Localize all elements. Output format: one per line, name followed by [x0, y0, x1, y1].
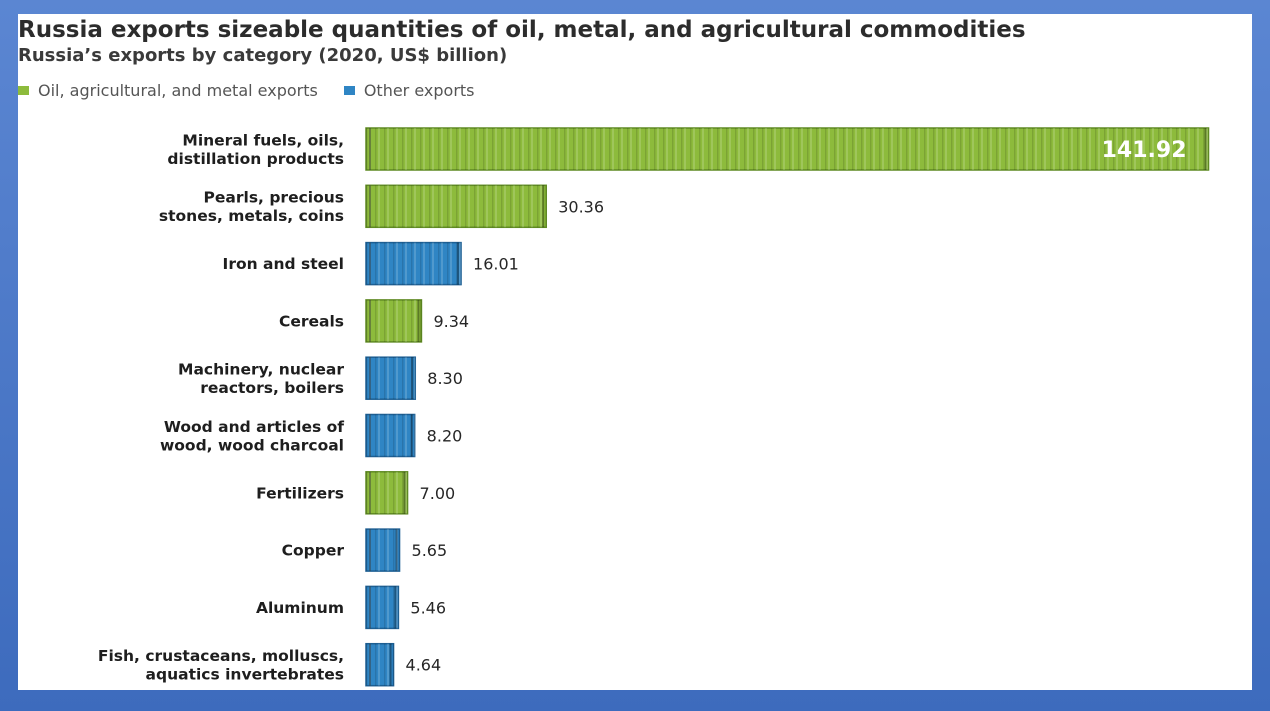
- category-label-line: Wood and articles of: [164, 418, 344, 436]
- bar-end-post: [369, 357, 371, 400]
- bars-group: Mineral fuels, oils, distillation product…: [98, 127, 1210, 687]
- bar-end-post: [542, 185, 545, 228]
- category-label-line: aquatics invertebrates: [146, 665, 344, 683]
- bar-texture: [366, 357, 416, 400]
- value-label: 16.01: [473, 255, 519, 274]
- bar-end-post: [410, 414, 413, 457]
- bar-end-post: [369, 299, 371, 342]
- bar-end-post: [369, 586, 371, 629]
- bar-texture: [366, 299, 422, 342]
- category-label: Fish, crustaceans, molluscs, aquatics inv…: [98, 647, 344, 684]
- bar-end-post: [403, 471, 406, 514]
- bar-texture: [366, 128, 1209, 170]
- category-label-line: Machinery, nuclear: [178, 360, 344, 378]
- chart-panel: Russia exports sizeable quantities of oi…: [18, 14, 1252, 690]
- category-label-line: wood, wood charcoal: [160, 436, 344, 454]
- bar-texture: [366, 185, 547, 228]
- category-label: Wood and articles of wood, wood charcoal: [160, 418, 344, 455]
- legend-swatch-other: [343, 86, 355, 95]
- category-label: Aluminum: [256, 599, 344, 617]
- bar-texture: [366, 643, 394, 686]
- legend-label-other: Other exports: [363, 81, 475, 100]
- category-label-line: Aluminum: [256, 599, 344, 617]
- category-label-line: stones, metals, coins: [159, 207, 344, 225]
- bar-end-post: [369, 643, 371, 686]
- bar-end-post: [369, 128, 371, 170]
- bar-texture: [366, 414, 415, 457]
- category-label-line: Pearls, precious: [204, 189, 344, 207]
- category-label: Machinery, nuclear reactors, boilers: [178, 360, 344, 397]
- bar-end-post: [411, 357, 414, 400]
- value-label: 5.46: [410, 598, 446, 617]
- bar-end-post: [369, 242, 371, 285]
- bar-end-post: [1204, 128, 1207, 170]
- chart-legend: Oil, agricultural, and metal exports Oth…: [18, 81, 501, 100]
- value-label: 30.36: [558, 197, 604, 216]
- category-label: Copper: [282, 542, 345, 560]
- category-label-line: distillation products: [167, 150, 344, 168]
- category-label-line: Copper: [282, 542, 345, 560]
- category-label-line: Fish, crustaceans, molluscs,: [98, 647, 344, 665]
- legend-item-commodities: Oil, agricultural, and metal exports: [18, 81, 318, 100]
- value-label: 5.65: [412, 541, 448, 560]
- legend-item-other: Other exports: [343, 81, 475, 100]
- value-label: 7.00: [420, 484, 456, 503]
- category-label: Cereals: [279, 312, 344, 330]
- category-label-line: Iron and steel: [223, 255, 344, 273]
- value-label: 8.20: [427, 427, 463, 446]
- bar-end-post: [369, 185, 371, 228]
- value-label: 141.92: [1102, 138, 1187, 163]
- category-label: Mineral fuels, oils, distillation product…: [167, 131, 344, 168]
- value-label: 8.30: [427, 369, 463, 388]
- category-label-line: reactors, boilers: [200, 379, 344, 397]
- chart-subtitle: Russia’s exports by category (2020, US$ …: [18, 45, 508, 66]
- category-label-line: Fertilizers: [256, 484, 344, 502]
- bar-end-post: [395, 529, 398, 572]
- bar-end-post: [369, 414, 371, 457]
- value-label: 9.34: [433, 312, 469, 331]
- value-label: 4.64: [406, 656, 442, 675]
- legend-label-commodities: Oil, agricultural, and metal exports: [38, 81, 318, 100]
- category-label: Pearls, precious stones, metals, coins: [159, 189, 344, 226]
- bar-chart: Mineral fuels, oils, distillation product…: [98, 127, 1210, 687]
- bar-end-post: [394, 586, 397, 629]
- category-label: Iron and steel: [223, 255, 344, 273]
- bar-end-post: [389, 643, 392, 686]
- bar-texture: [366, 586, 399, 629]
- bar-end-post: [417, 299, 420, 342]
- legend-swatch-commodities: [18, 86, 29, 95]
- category-label-line: Mineral fuels, oils,: [182, 131, 344, 149]
- category-label: Fertilizers: [256, 484, 344, 502]
- bar-end-post: [369, 471, 371, 514]
- bar-texture: [366, 471, 408, 514]
- category-label-line: Cereals: [279, 312, 344, 330]
- bar-end-post: [457, 242, 460, 285]
- bar-texture: [366, 242, 462, 285]
- bar-end-post: [369, 529, 371, 572]
- bar-texture: [366, 529, 400, 572]
- chart-title: Russia exports sizeable quantities of oi…: [18, 17, 1026, 43]
